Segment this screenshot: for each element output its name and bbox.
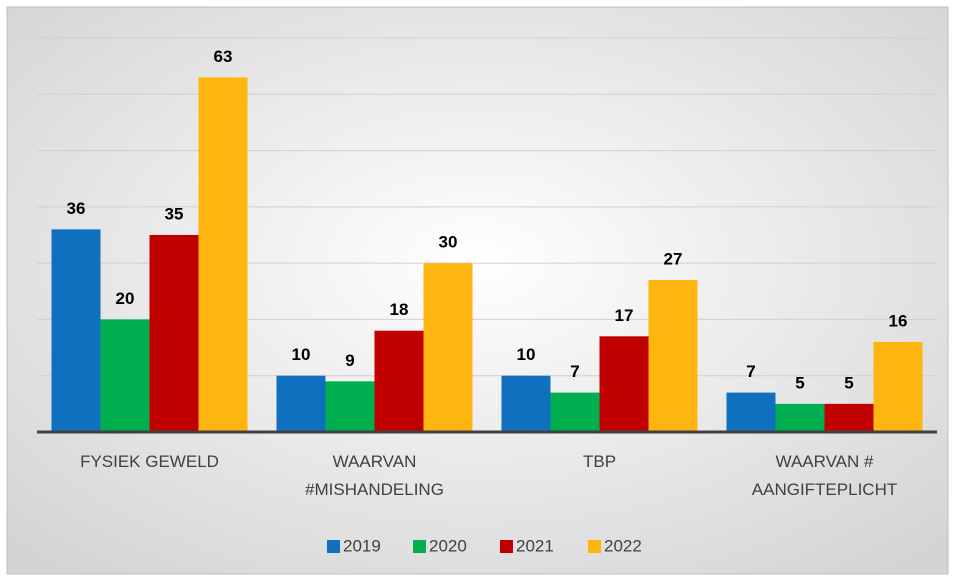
x-tick-label: WAARVAN #MISHANDELING	[305, 452, 444, 499]
bar	[51, 229, 101, 432]
data-label: 20	[116, 289, 135, 308]
bar	[599, 336, 649, 432]
x-tick-line: FYSIEK GEWELD	[80, 452, 219, 471]
bar	[276, 375, 326, 432]
x-tick-line: #MISHANDELING	[305, 480, 444, 499]
bar	[374, 330, 424, 432]
bar	[325, 381, 375, 432]
legend-label: 2021	[516, 536, 554, 555]
bar	[550, 392, 600, 432]
legend-swatch	[500, 540, 513, 553]
bar	[775, 403, 825, 432]
data-label: 35	[165, 204, 184, 223]
bar	[873, 341, 923, 432]
bar	[824, 403, 874, 432]
data-label: 9	[345, 351, 354, 370]
legend-swatch	[588, 540, 601, 553]
data-label: 7	[746, 362, 755, 381]
data-label: 30	[439, 233, 458, 252]
data-label: 10	[517, 345, 536, 364]
bar	[726, 392, 776, 432]
bar	[501, 375, 551, 432]
bar	[198, 77, 248, 433]
bar	[149, 235, 199, 432]
data-label: 5	[844, 373, 853, 392]
bar	[100, 319, 150, 432]
x-tick-line: AANGIFTEPLICHT	[752, 480, 897, 499]
legend-label: 2022	[604, 536, 642, 555]
bar	[423, 263, 473, 432]
data-label: 63	[214, 47, 233, 66]
legend-label: 2020	[429, 536, 467, 555]
data-label: 36	[67, 199, 86, 218]
legend-swatch	[413, 540, 426, 553]
data-label: 5	[795, 373, 804, 392]
x-tick-line: TBP	[583, 452, 616, 471]
x-tick-line: WAARVAN #	[776, 452, 874, 471]
legend-swatch	[327, 540, 340, 553]
x-tick-label: WAARVAN # AANGIFTEPLICHT	[752, 452, 897, 499]
x-tick-label: TBP	[583, 452, 616, 471]
legend-label: 2019	[343, 536, 381, 555]
data-label: 17	[615, 306, 634, 325]
data-label: 7	[570, 362, 579, 381]
x-tick-label: FYSIEK GEWELD	[80, 452, 219, 471]
data-label: 10	[292, 345, 311, 364]
data-label: 18	[390, 300, 409, 319]
x-tick-line: WAARVAN	[333, 452, 417, 471]
data-label: 16	[889, 311, 908, 330]
data-label: 27	[664, 250, 683, 269]
bar	[648, 280, 698, 432]
